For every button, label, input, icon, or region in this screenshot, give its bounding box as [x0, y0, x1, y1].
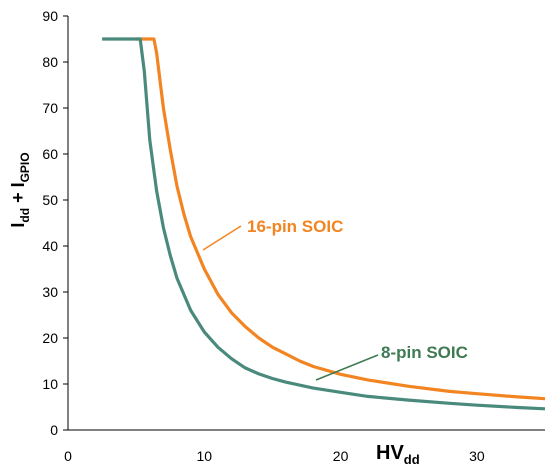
axes: 0 10 20 30 40 50 60 70 80 90 0 10 20 30	[42, 8, 545, 464]
y-tick-label: 0	[50, 422, 58, 438]
y-axis-title: Idd + IGPIO	[8, 152, 32, 227]
x-tick-label: 20	[333, 448, 349, 464]
y-tick-label: 90	[42, 8, 58, 24]
annotation-8-pin-soic: 8-pin SOIC	[381, 343, 468, 362]
x-axis-title: HVdd	[376, 442, 420, 467]
x-tick-label: 0	[64, 448, 72, 464]
y-tick-label: 40	[42, 238, 58, 254]
y-tick-label: 70	[42, 100, 58, 116]
y-tick-label: 80	[42, 54, 58, 70]
y-tick-label: 60	[42, 146, 58, 162]
y-tick-label: 10	[42, 376, 58, 392]
annotation-leader-line	[315, 354, 379, 381]
x-tick-label: 10	[196, 448, 212, 464]
y-tick-label: 30	[42, 284, 58, 300]
x-tick-label: 30	[469, 448, 485, 464]
y-tick-label: 20	[42, 330, 58, 346]
series-line-16-pin-soic	[136, 37, 546, 401]
series-line-8-pin-soic	[102, 37, 546, 411]
series-layer	[102, 37, 546, 411]
labels: 16-pin SOIC 8-pin SOIC HVdd Idd + IGPIO	[8, 152, 468, 467]
annotation-16-pin-soic: 16-pin SOIC	[247, 217, 343, 236]
annotation-leader-line	[202, 225, 242, 251]
y-tick-label: 50	[42, 192, 58, 208]
